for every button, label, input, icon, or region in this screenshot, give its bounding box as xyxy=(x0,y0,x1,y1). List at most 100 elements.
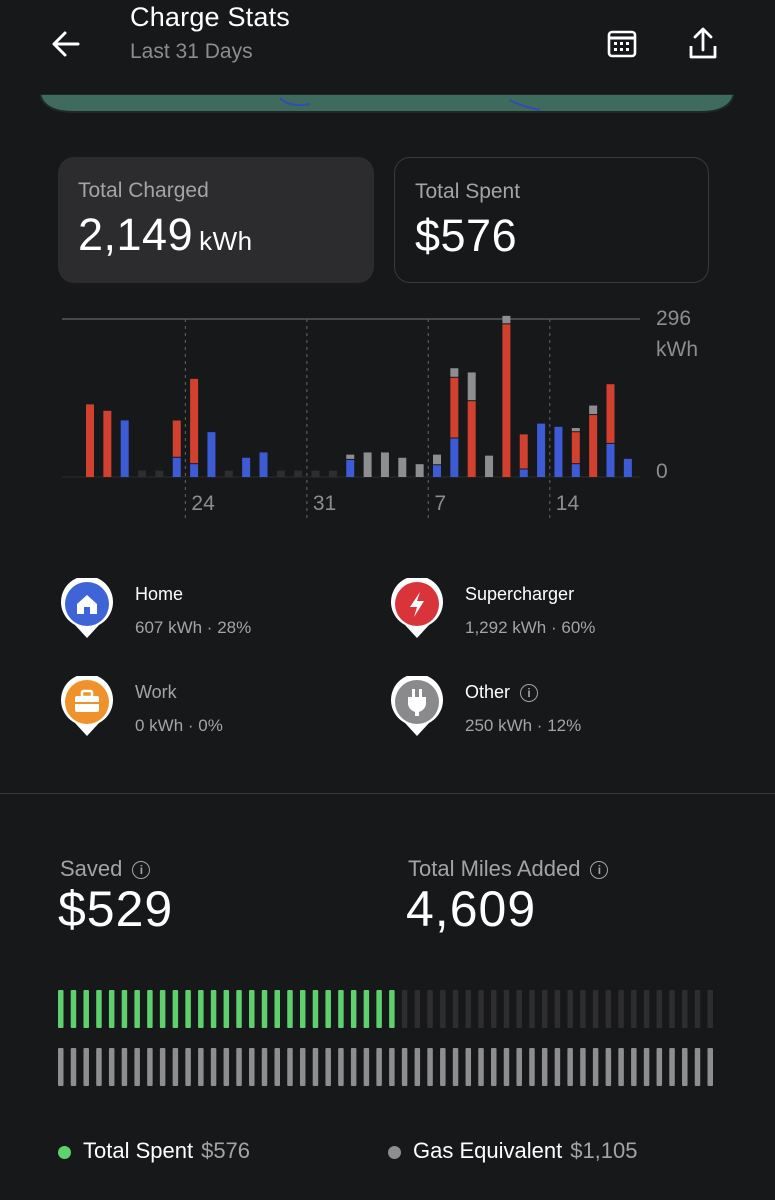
chart-bar-home[interactable] xyxy=(190,464,199,477)
progress-tick xyxy=(312,990,319,1028)
progress-tick xyxy=(96,1048,102,1086)
progress-tick xyxy=(592,990,599,1028)
chart-bar-home[interactable] xyxy=(207,432,216,477)
green-dot-icon xyxy=(58,1145,71,1159)
chart-bar-supercharger[interactable] xyxy=(86,404,94,477)
chart-bar-supercharger[interactable] xyxy=(172,420,181,457)
chart-bar-supercharger[interactable] xyxy=(450,377,459,438)
chart-bar-supercharger[interactable] xyxy=(571,432,580,464)
chart-bar-home[interactable] xyxy=(450,438,459,477)
progress-tick xyxy=(401,1048,408,1086)
progress-tick xyxy=(121,1048,128,1086)
progress-tick xyxy=(185,990,191,1028)
chart-bar-none[interactable] xyxy=(276,470,285,477)
chart-bar-none[interactable] xyxy=(138,470,147,477)
section-divider xyxy=(0,793,775,794)
chart-bar-supercharger[interactable] xyxy=(467,401,476,477)
progress-tick xyxy=(682,990,688,1028)
chart-bar-home[interactable] xyxy=(242,457,251,477)
progress-tick xyxy=(389,990,395,1028)
total-spent-card[interactable]: Total Spent $576 xyxy=(394,157,709,283)
plug-icon xyxy=(391,676,443,736)
gas-equivalent-bar xyxy=(58,1048,713,1086)
chart-bar-none[interactable] xyxy=(328,470,337,477)
chart-bar-supercharger[interactable] xyxy=(190,378,199,464)
chart-bar-none[interactable] xyxy=(294,470,303,477)
legend-work[interactable]: Work 0 kWh · 0% xyxy=(60,676,360,756)
total-charged-card[interactable]: Total Charged 2,149 kWh xyxy=(58,157,374,283)
progress-tick xyxy=(427,1048,433,1086)
legend-other-label: Other xyxy=(465,682,511,702)
legend-work-name: Work xyxy=(135,682,177,702)
chart-bar-home[interactable] xyxy=(606,443,615,477)
info-icon[interactable]: i xyxy=(132,861,151,880)
progress-tick xyxy=(108,1048,115,1086)
legend-supercharger[interactable]: Supercharger 1,292 kWh · 60% xyxy=(390,578,690,658)
progress-tick xyxy=(185,1048,191,1086)
chart-bar-supercharger[interactable] xyxy=(589,415,598,477)
chart-bar-other[interactable] xyxy=(433,454,441,465)
chart-bar-other[interactable] xyxy=(398,457,407,477)
chart-bar-home[interactable] xyxy=(433,465,441,477)
progress-tick xyxy=(325,990,331,1028)
chart-bar-home[interactable] xyxy=(623,458,632,477)
progress-tick xyxy=(172,1048,179,1086)
chart-bar-other[interactable] xyxy=(363,452,372,477)
chart-bar-other[interactable] xyxy=(450,368,459,377)
chart-bar-supercharger[interactable] xyxy=(519,434,528,469)
chart-bar-home[interactable] xyxy=(571,464,580,477)
progress-tick xyxy=(465,990,472,1028)
progress-tick xyxy=(261,990,268,1028)
chart-bar-supercharger[interactable] xyxy=(103,410,112,477)
chart-bar-home[interactable] xyxy=(172,457,181,477)
progress-tick xyxy=(580,1048,586,1086)
calendar-icon xyxy=(607,30,637,58)
progress-tick xyxy=(503,990,510,1028)
chart-bar-none[interactable] xyxy=(224,470,233,477)
progress-tick xyxy=(631,1048,637,1086)
progress-tick xyxy=(350,990,357,1028)
progress-tick xyxy=(325,1048,331,1086)
map-preview[interactable] xyxy=(40,94,734,114)
charge-bar-chart[interactable]: 296 kWh 0 24 31 7 14 xyxy=(0,300,775,530)
chart-bar-other[interactable] xyxy=(380,452,389,477)
progress-tick xyxy=(643,990,650,1028)
legend-home-name: Home xyxy=(135,584,184,604)
legend-other[interactable]: Other i 250 kWh · 12% xyxy=(390,676,690,756)
chart-bar-home[interactable] xyxy=(346,459,355,477)
calendar-button[interactable] xyxy=(602,24,642,64)
total-spent-label: Total Spent xyxy=(415,180,521,203)
chart-bar-other[interactable] xyxy=(589,405,598,415)
progress-tick xyxy=(440,1048,446,1086)
chart-bar-home[interactable] xyxy=(554,426,563,477)
legend-home[interactable]: Home 607 kWh · 28% xyxy=(60,578,360,658)
chart-bar-other[interactable] xyxy=(485,455,494,477)
progress-tick xyxy=(83,990,89,1028)
chart-bar-supercharger[interactable] xyxy=(502,324,511,477)
chart-bar-home[interactable] xyxy=(519,469,528,477)
chart-bar-home[interactable] xyxy=(259,452,268,477)
chart-bar-other[interactable] xyxy=(346,454,355,459)
progress-tick xyxy=(261,1048,268,1086)
chart-bar-other[interactable] xyxy=(571,428,580,432)
info-icon[interactable]: i xyxy=(520,684,539,703)
progress-tick xyxy=(401,990,408,1028)
chart-bar-none[interactable] xyxy=(155,470,164,477)
progress-tick xyxy=(338,990,344,1028)
chart-bar-home[interactable] xyxy=(537,423,546,477)
saved-label-text: Saved xyxy=(60,856,123,881)
saved-value: $529 xyxy=(58,881,174,937)
miles-added-label-text: Total Miles Added xyxy=(408,856,581,881)
progress-tick xyxy=(58,990,64,1028)
info-icon[interactable]: i xyxy=(590,861,609,880)
progress-tick xyxy=(198,1048,204,1086)
chart-bar-other[interactable] xyxy=(415,464,424,477)
share-button[interactable] xyxy=(683,22,723,66)
chart-bar-home[interactable] xyxy=(120,420,129,477)
chart-bar-other[interactable] xyxy=(502,315,511,324)
chart-bar-supercharger[interactable] xyxy=(606,384,615,443)
chart-bar-other[interactable] xyxy=(467,372,476,401)
chart-bar-none[interactable] xyxy=(311,470,320,477)
progress-tick xyxy=(223,990,230,1028)
back-button[interactable] xyxy=(44,22,88,66)
